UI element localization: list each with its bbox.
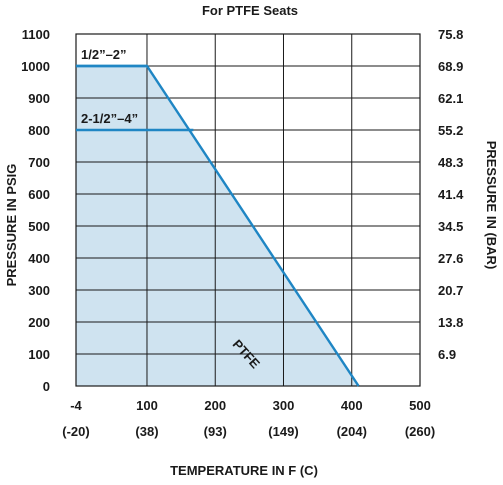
x-tick-sublabel: (204) xyxy=(337,424,367,439)
y2-tick-label: 34.5 xyxy=(438,219,463,234)
x-tick-label: -4 xyxy=(70,398,82,413)
y-tick-label: 300 xyxy=(28,283,50,298)
y2-tick-label: 13.8 xyxy=(438,315,463,330)
y2-axis-title: PRESSURE IN (BAR) xyxy=(484,141,499,270)
x-tick-sublabel: (93) xyxy=(204,424,227,439)
y-tick-label: 1000 xyxy=(21,59,50,74)
x-tick-sublabel: (149) xyxy=(268,424,298,439)
x-tick-label: 300 xyxy=(273,398,295,413)
x-axis-title: TEMPERATURE IN F (C) xyxy=(170,463,318,478)
y2-tick-label: 41.4 xyxy=(438,187,464,202)
y2-tick-label: 75.8 xyxy=(438,27,463,42)
y2-tick-label: 68.9 xyxy=(438,59,463,74)
y2-tick-label: 20.7 xyxy=(438,283,463,298)
y-tick-label: 0 xyxy=(43,379,50,394)
y-tick-label: 800 xyxy=(28,123,50,138)
chart-title: For PTFE Seats xyxy=(202,3,298,18)
y2-tick-label: 62.1 xyxy=(438,91,463,106)
x-tick-label: 200 xyxy=(204,398,226,413)
y-tick-label: 600 xyxy=(28,187,50,202)
x-tick-label: 500 xyxy=(409,398,431,413)
y-tick-label: 100 xyxy=(28,347,50,362)
y2-tick-label: 55.2 xyxy=(438,123,463,138)
y-tick-label: 500 xyxy=(28,219,50,234)
x-tick-sublabel: (-20) xyxy=(62,424,89,439)
y2-tick-label: 27.6 xyxy=(438,251,463,266)
x-tick-sublabel: (38) xyxy=(135,424,158,439)
y-tick-label: 400 xyxy=(28,251,50,266)
size-range-label: 2-1/2”–4” xyxy=(81,111,138,126)
y-tick-label: 1100 xyxy=(22,27,50,42)
y-tick-label: 900 xyxy=(28,91,50,106)
y2-tick-label: 48.3 xyxy=(438,155,463,170)
y-axis-title: PRESSURE IN PSIG xyxy=(4,164,19,287)
plot-frame xyxy=(75,33,421,387)
y2-tick-label: 6.9 xyxy=(438,347,456,362)
x-tick-label: 100 xyxy=(136,398,158,413)
x-tick-label: 400 xyxy=(341,398,363,413)
y-tick-label: 700 xyxy=(28,155,50,170)
size-range-label: 1/2”–2” xyxy=(81,47,127,62)
x-tick-sublabel: (260) xyxy=(405,424,435,439)
y-tick-label: 200 xyxy=(28,315,50,330)
